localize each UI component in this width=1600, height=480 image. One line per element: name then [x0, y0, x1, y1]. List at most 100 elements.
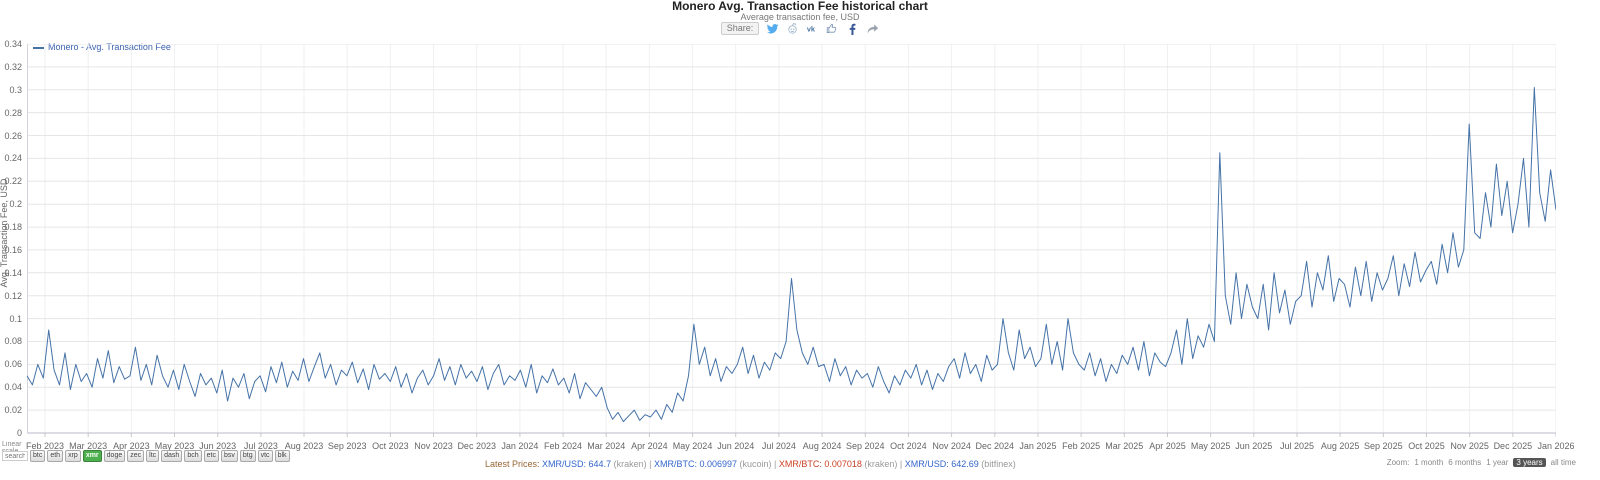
coin-button-xrp[interactable]: xrp [65, 450, 81, 462]
x-tick-label: Jun 2023 [199, 441, 237, 451]
x-tick-label: May 2023 [154, 441, 195, 451]
coin-button-doge[interactable]: doge [103, 450, 126, 462]
x-tick-label: Nov 2025 [1450, 441, 1489, 451]
x-tick-label: Jan 2024 [501, 441, 539, 451]
coin-button-eth[interactable]: eth [47, 450, 64, 462]
x-tick-label: Apr 2025 [1149, 441, 1186, 451]
zoom-option-1-year[interactable]: 1 year [1486, 458, 1509, 467]
price-link[interactable]: XMR/BTC: 0.006997 (kucoin) [653, 459, 772, 469]
zoom-controls: Zoom: 1 month 6 months 1 year 3 years all tim… [1387, 458, 1576, 467]
x-tick-label: May 2025 [1190, 441, 1231, 451]
x-tick-label: Jun 2025 [1235, 441, 1273, 451]
price-items: XMR/USD: 644.7 (kraken) | XMR/BTC: 0.006… [542, 459, 1016, 469]
x-tick-label: Oct 2025 [1408, 441, 1445, 451]
legend-dash-icon [33, 46, 44, 49]
zoom-option-6-months[interactable]: 6 months [1448, 458, 1482, 467]
facebook-icon[interactable] [846, 22, 859, 35]
share-row: Share: vk [0, 21, 1600, 35]
y-tick-label: 0.02 [4, 405, 22, 416]
x-tick-label: Mar 2025 [1105, 441, 1144, 451]
x-tick-label: Mar 2023 [69, 441, 108, 451]
prices-label: Latest Prices: [485, 459, 540, 469]
y-tick-label: 0.08 [4, 336, 22, 347]
coin-button-dash[interactable]: dash [161, 450, 183, 462]
x-tick-label: Feb 2023 [25, 441, 65, 451]
y-tick-label: 0.34 [4, 39, 22, 49]
search-input[interactable] [2, 451, 28, 461]
price-separator: | [897, 459, 905, 469]
share-icon[interactable] [866, 22, 879, 35]
coin-button-bch[interactable]: bch [184, 450, 202, 462]
y-tick-label: 0.2 [9, 199, 22, 210]
y-tick-label: 0.18 [4, 222, 22, 233]
share-button[interactable]: Share: [720, 21, 760, 35]
legend-label: Monero - Avg. Transaction Fee [48, 42, 171, 52]
x-tick-label: Apr 2023 [113, 441, 150, 451]
zoom-options: 1 month 6 months 1 year 3 years all time [1414, 458, 1576, 467]
y-tick-label: 0.28 [4, 107, 22, 118]
y-tick-label: 0.24 [4, 153, 22, 164]
zoom-option-1-month[interactable]: 1 month [1414, 458, 1444, 467]
price-link[interactable]: XMR/BTC: 0.007018 (kraken) [778, 459, 898, 469]
page-title: Monero Avg. Transaction Fee historical c… [672, 0, 928, 13]
coin-button-etc[interactable]: etc [203, 450, 219, 462]
fee-line [26, 87, 1557, 423]
coin-button-blk[interactable]: blk [274, 450, 290, 462]
x-tick-label: Jun 2024 [717, 441, 755, 451]
latest-prices: Latest Prices: XMR/USD: 644.7 (kraken) |… [485, 459, 1016, 469]
coin-button-ltc[interactable]: ltc [146, 450, 160, 462]
x-tick-label: Sep 2023 [327, 441, 367, 451]
x-tick-label: Feb 2024 [544, 441, 583, 451]
coin-button-btc[interactable]: btc [30, 450, 46, 462]
x-tick-label: Jan 2026 [1537, 441, 1575, 451]
x-tick-label: Aug 2023 [284, 441, 324, 451]
x-tick-label: Nov 2023 [414, 441, 453, 451]
coin-button-bsv[interactable]: bsv [220, 450, 238, 462]
coin-button-zec[interactable]: zec [127, 450, 145, 462]
coin-button-btg[interactable]: btg [239, 450, 256, 462]
plot-svg[interactable] [26, 43, 1557, 438]
x-axis-labels: Feb 2023 Mar 2023 Apr 2023 May 2023 Jun 2023… [25, 441, 1575, 451]
price-source: (kraken) [613, 459, 647, 469]
svg-text:vk: vk [807, 24, 816, 33]
x-tick-label: Jul 2025 [1279, 441, 1314, 451]
y-tick-label: 0.32 [4, 61, 22, 72]
y-tick-label: 0.26 [4, 130, 22, 141]
zoom-option-3-years[interactable]: 3 years [1513, 458, 1546, 467]
y-tick-label: 0.22 [4, 176, 22, 187]
x-tick-label: Jan 2025 [1019, 441, 1057, 451]
x-tick-label: Dec 2025 [1493, 441, 1533, 451]
x-tick-label: Dec 2023 [457, 441, 496, 451]
x-tick-label: Jul 2024 [761, 441, 796, 451]
y-tick-label: 0.14 [4, 267, 22, 278]
x-tick-label: Mar 2024 [587, 441, 626, 451]
x-tick-label: Feb 2025 [1062, 441, 1101, 451]
vk-icon[interactable]: vk [806, 22, 819, 35]
zoom-option-all-time[interactable]: all time [1550, 458, 1576, 467]
x-tick-label: Jul 2023 [243, 441, 278, 451]
coin-selector-row: btcethxrpxmrdogezecltcdashbchetcbsvbtgvt… [2, 450, 290, 462]
plot-area[interactable] [26, 43, 1557, 438]
legend-monero-avg-transaction-fee[interactable]: Monero - Avg. Transaction Fee [33, 42, 171, 52]
chart-subtitle: Average transaction fee, USD [740, 12, 860, 22]
like-icon[interactable] [826, 22, 839, 35]
zoom-label: Zoom: [1386, 458, 1410, 467]
price-source: (kucoin) [739, 459, 772, 469]
y-tick-label: 0.16 [4, 244, 22, 255]
y-tick-label: 0.06 [4, 359, 22, 370]
y-tick-label: 0.12 [4, 290, 22, 301]
coin-button-vtc[interactable]: vtc [257, 450, 273, 462]
coin-button-xmr[interactable]: xmr [82, 450, 102, 462]
price-link[interactable]: XMR/USD: 644.7 (kraken) [542, 459, 647, 469]
x-tick-label: Dec 2024 [975, 441, 1015, 451]
x-tick-label: Aug 2024 [802, 441, 842, 451]
price-link[interactable]: XMR/USD: 642.69 (bitfinex) [904, 459, 1016, 469]
coin-buttons: btc eth xrp xmr doge zec ltc dash bch etc bsv btg vt… [30, 450, 290, 462]
price-source: (kraken) [864, 459, 898, 469]
reddit-icon[interactable] [786, 22, 799, 35]
x-tick-label: Nov 2024 [932, 441, 971, 451]
x-tick-label: May 2024 [672, 441, 713, 451]
twitter-icon[interactable] [766, 22, 779, 35]
x-tick-label: Sep 2024 [845, 441, 885, 451]
